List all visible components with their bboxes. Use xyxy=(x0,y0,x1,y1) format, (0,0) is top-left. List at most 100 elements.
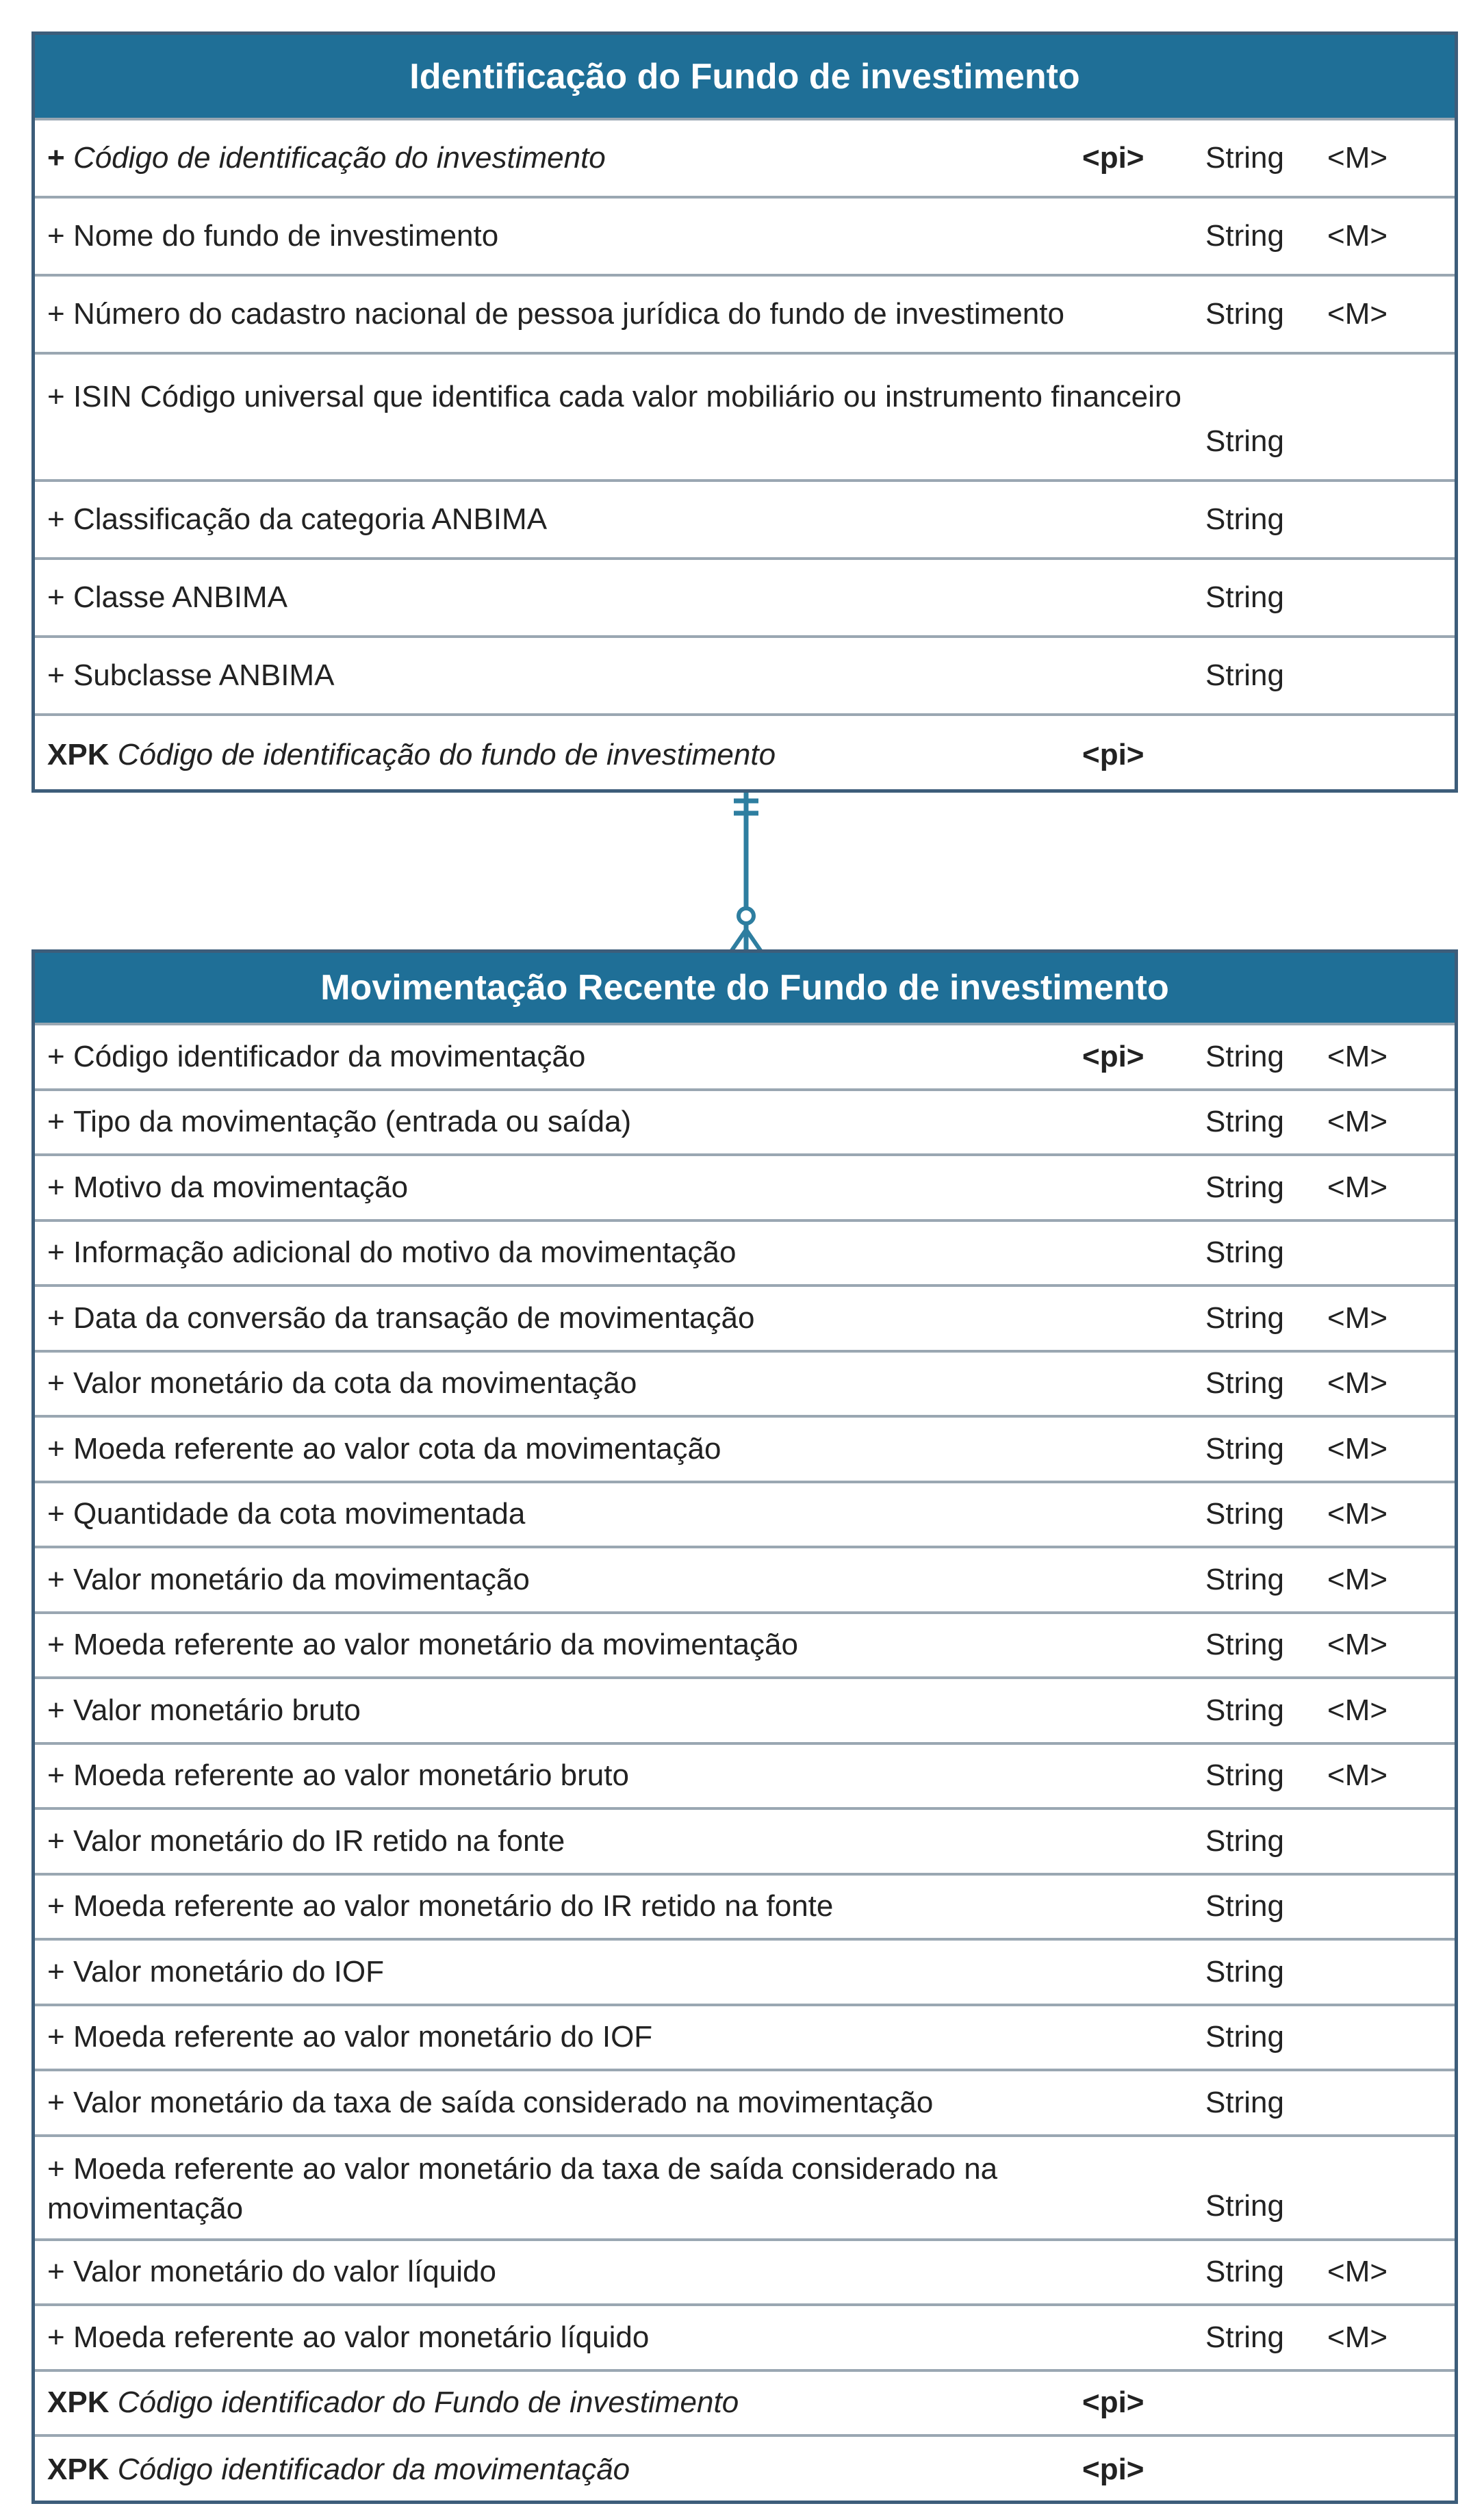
key-name: XPK Código de identificação do fundo de … xyxy=(47,716,1197,794)
attribute-prefix: + xyxy=(47,2085,65,2119)
mandatory-marker: <M> xyxy=(1327,1170,1388,1204)
attribute-label: Valor monetário da movimentação xyxy=(73,1562,530,1596)
attribute-row[interactable]: + Valor monetário da taxa de saída consi… xyxy=(35,2071,1455,2137)
attribute-label: Nome do fundo de investimento xyxy=(73,219,499,253)
attribute-name: + Valor monetário do IOF xyxy=(47,1941,1197,2004)
attribute-row[interactable]: + Código identificador da movimentação <… xyxy=(35,1025,1455,1091)
attribute-name: + Moeda referente ao valor monetário da … xyxy=(47,1614,1197,1677)
attribute-name: + Classe ANBIMA xyxy=(47,560,1197,635)
entity-title: Movimentação Recente do Fundo de investi… xyxy=(35,953,1455,1025)
mandatory-marker: <M> xyxy=(1327,141,1388,175)
key-row[interactable]: XPK Código de identificação do fundo de … xyxy=(35,716,1455,794)
attribute-row[interactable]: + Valor monetário bruto String <M> xyxy=(35,1679,1455,1745)
attribute-label: Moeda referente ao valor monetário do IO… xyxy=(73,2020,653,2054)
attribute-row[interactable]: + Código de identificação do investiment… xyxy=(35,120,1455,199)
mandatory-marker: <M> xyxy=(1327,1366,1388,1401)
primary-identifier-marker: <pi> xyxy=(1082,141,1144,175)
attribute-row[interactable]: + Valor monetário do IOF String xyxy=(35,1941,1455,2006)
mandatory-marker: <M> xyxy=(1327,219,1388,253)
attribute-row[interactable]: + Moeda referente ao valor monetário bru… xyxy=(35,1745,1455,1810)
key-prefix: XPK xyxy=(47,2386,110,2420)
key-name: XPK Código identificador do Fundo de inv… xyxy=(47,2372,1197,2435)
attribute-row[interactable]: + Motivo da movimentação String <M> xyxy=(35,1156,1455,1222)
attribute-name: + ISIN Código universal que identifica c… xyxy=(47,355,1184,479)
attribute-row[interactable]: + Classificação da categoria ANBIMA Stri… xyxy=(35,482,1455,560)
mandatory-marker: <M> xyxy=(1327,1039,1388,1073)
mandatory-marker: <M> xyxy=(1327,1693,1388,1727)
attribute-row[interactable]: + Informação adicional do motivo da movi… xyxy=(35,1222,1455,1287)
attribute-type: String xyxy=(1205,1301,1284,1335)
attribute-row[interactable]: + Moeda referente ao valor monetário da … xyxy=(35,1614,1455,1679)
mandatory-marker: <M> xyxy=(1327,1105,1388,1139)
entity-movimentacao-recente[interactable]: Movimentação Recente do Fundo de investi… xyxy=(31,949,1458,2504)
attribute-row[interactable]: + Data da conversão da transação de movi… xyxy=(35,1287,1455,1353)
attribute-row[interactable]: + Moeda referente ao valor monetário líq… xyxy=(35,2306,1455,2372)
attribute-row[interactable]: + Quantidade da cota movimentada String … xyxy=(35,1483,1455,1548)
attribute-row[interactable]: + Valor monetário da movimentação String… xyxy=(35,1548,1455,1614)
attribute-row[interactable]: + Subclasse ANBIMA String xyxy=(35,638,1455,716)
attribute-name: + Motivo da movimentação xyxy=(47,1156,1197,1219)
entity-identificacao-fundo[interactable]: Identificação do Fundo de investimento +… xyxy=(31,31,1458,793)
attribute-prefix: + xyxy=(47,1170,65,1204)
key-row[interactable]: XPK Código identificador da movimentação… xyxy=(35,2437,1455,2503)
attribute-type: String xyxy=(1205,1628,1284,1662)
attribute-name: + Tipo da movimentação (entrada ou saída… xyxy=(47,1091,1197,1154)
attribute-type: String xyxy=(1205,2320,1284,2354)
attribute-name: + Moeda referente ao valor monetário do … xyxy=(47,1876,1197,1939)
attribute-label: Moeda referente ao valor monetário da ta… xyxy=(47,2151,998,2225)
attribute-row[interactable]: + Moeda referente ao valor monetário do … xyxy=(35,2006,1455,2071)
attribute-prefix: + xyxy=(47,380,65,413)
attribute-prefix: + xyxy=(47,1562,65,1596)
attribute-row[interactable]: + Moeda referente ao valor monetário do … xyxy=(35,1876,1455,1941)
attribute-type: String xyxy=(1205,2020,1284,2054)
mandatory-marker: <M> xyxy=(1327,2255,1388,2289)
attribute-prefix: + xyxy=(47,2255,65,2289)
attribute-row[interactable]: + ISIN Código universal que identifica c… xyxy=(35,355,1455,482)
attribute-prefix: + xyxy=(47,1824,65,1858)
attribute-prefix: + xyxy=(47,1497,65,1531)
attribute-row[interactable]: + Moeda referente ao valor cota da movim… xyxy=(35,1418,1455,1483)
attribute-type: String xyxy=(1205,219,1284,253)
attribute-name: + Valor monetário do IR retido na fonte xyxy=(47,1810,1197,1873)
attribute-row[interactable]: + Moeda referente ao valor monetário da … xyxy=(35,2137,1455,2241)
attribute-label: Valor monetário do IOF xyxy=(73,1954,384,1989)
attribute-prefix: + xyxy=(47,658,65,692)
optional-circle xyxy=(737,906,756,925)
key-row[interactable]: XPK Código identificador do Fundo de inv… xyxy=(35,2372,1455,2437)
key-prefix: XPK xyxy=(47,738,110,771)
attribute-label: ISIN Código universal que identifica cad… xyxy=(73,380,1182,413)
attribute-name: + Moeda referente ao valor monetário da … xyxy=(47,2137,1184,2238)
attribute-prefix: + xyxy=(47,297,65,331)
attribute-type: String xyxy=(1205,658,1284,692)
attribute-label: Valor monetário do valor líquido xyxy=(73,2255,496,2289)
attribute-prefix: + xyxy=(47,2151,65,2186)
attribute-prefix: + xyxy=(47,1431,65,1466)
attribute-label: Quantidade da cota movimentada xyxy=(73,1497,526,1531)
attribute-row[interactable]: + Tipo da movimentação (entrada ou saída… xyxy=(35,1091,1455,1156)
attribute-type: String xyxy=(1205,502,1284,536)
primary-identifier-marker: <pi> xyxy=(1082,2386,1144,2420)
attribute-name: + Valor monetário da movimentação xyxy=(47,1548,1197,1611)
primary-identifier-marker: <pi> xyxy=(1082,738,1144,771)
attribute-prefix: + xyxy=(47,2320,65,2354)
key-label: Código de identificação do fundo de inve… xyxy=(117,738,776,771)
attribute-name: + Valor monetário da cota da movimentaçã… xyxy=(47,1353,1197,1416)
attribute-type: String xyxy=(1205,2188,1284,2223)
attribute-type: String xyxy=(1205,1824,1284,1858)
mandatory-marker: <M> xyxy=(1327,1497,1388,1531)
attribute-name: + Quantidade da cota movimentada xyxy=(47,1483,1197,1546)
attribute-row[interactable]: + Valor monetário da cota da movimentaçã… xyxy=(35,1353,1455,1418)
attribute-label: Tipo da movimentação (entrada ou saída) xyxy=(73,1105,632,1139)
attribute-type: String xyxy=(1205,1562,1284,1596)
attribute-name: + Moeda referente ao valor monetário bru… xyxy=(47,1745,1197,1808)
attribute-row[interactable]: + Valor monetário do valor líquido Strin… xyxy=(35,2241,1455,2306)
attribute-row[interactable]: + Classe ANBIMA String xyxy=(35,560,1455,638)
attribute-row[interactable]: + Número do cadastro nacional de pessoa … xyxy=(35,277,1455,355)
attribute-label: Classe ANBIMA xyxy=(73,580,287,614)
attribute-label: Valor monetário bruto xyxy=(73,1693,361,1727)
attribute-row[interactable]: + Valor monetário do IR retido na fonte … xyxy=(35,1810,1455,1876)
attribute-type: String xyxy=(1205,1105,1284,1139)
attribute-row[interactable]: + Nome do fundo de investimento String <… xyxy=(35,199,1455,277)
attribute-prefix: + xyxy=(47,2020,65,2054)
attribute-label: Motivo da movimentação xyxy=(73,1170,409,1204)
